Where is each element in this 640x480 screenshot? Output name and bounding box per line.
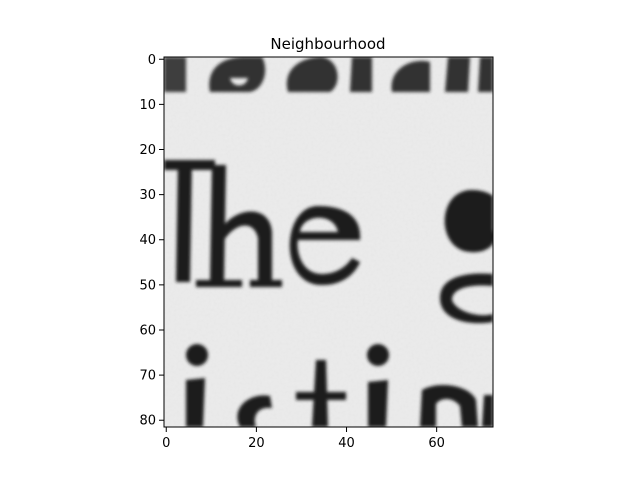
y-tick-label: 80 <box>139 414 156 429</box>
y-tick-label: 20 <box>139 143 156 158</box>
image-frame <box>163 56 494 428</box>
y-tick-label: 70 <box>139 369 156 384</box>
y-tick-label: 0 <box>148 53 156 68</box>
figure-title: Neighbourhood <box>270 35 385 53</box>
x-axis: 0 20 40 60 <box>162 427 445 451</box>
printed-text-glyphs <box>164 57 493 427</box>
y-tick-label: 50 <box>139 278 156 293</box>
y-tick-label: 40 <box>139 233 156 248</box>
x-tick-label: 20 <box>248 436 265 451</box>
y-tick-label: 30 <box>139 188 156 203</box>
x-tick-label: 60 <box>428 436 445 451</box>
image-panel <box>164 57 493 427</box>
x-tick-label: 40 <box>338 436 355 451</box>
y-tick-label: 10 <box>139 98 156 113</box>
x-tick-label: 0 <box>162 436 170 451</box>
y-tick-label: 60 <box>139 323 156 338</box>
y-axis: 0 10 20 30 40 50 60 70 80 <box>139 53 164 429</box>
